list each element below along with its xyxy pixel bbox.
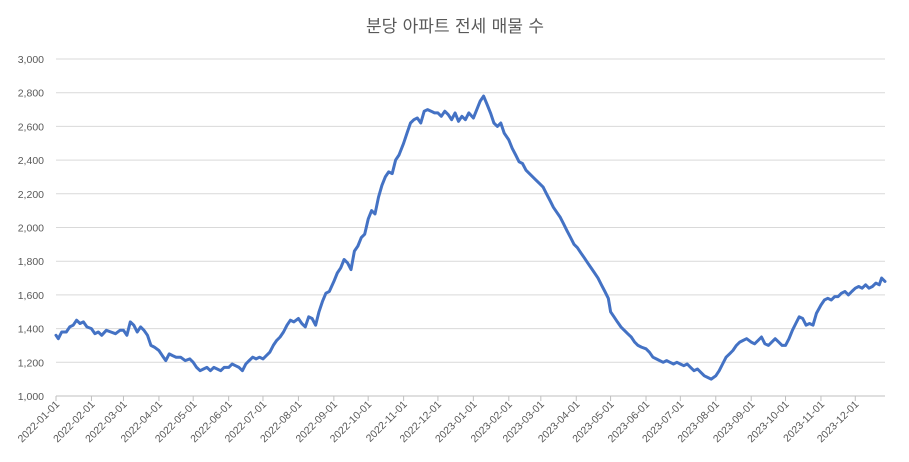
series-line <box>54 94 887 381</box>
y-tick-label: 2,400 <box>18 155 44 167</box>
y-tick-label: 1,800 <box>18 256 44 268</box>
y-axis-tick-labels: 1,000 1,200 1,400 1,600 1,800 2,000 2,200 2,400… <box>18 54 44 403</box>
gridlines <box>56 58 885 363</box>
y-tick-label: 1,000 <box>18 391 44 403</box>
y-tick-label: 2,600 <box>18 121 44 133</box>
series-layer <box>54 94 887 381</box>
y-tick-label: 1,200 <box>18 357 44 369</box>
chart-title: 분당 아파트 전세 매물 수 <box>366 17 544 37</box>
y-tick-label: 2,000 <box>18 223 44 235</box>
y-tick-label: 3,000 <box>18 54 44 66</box>
y-tick-label: 2,200 <box>18 189 44 201</box>
y-tick-label: 2,800 <box>18 88 44 100</box>
y-tick-label: 1,400 <box>18 324 44 336</box>
y-tick-label: 1,600 <box>18 290 44 302</box>
